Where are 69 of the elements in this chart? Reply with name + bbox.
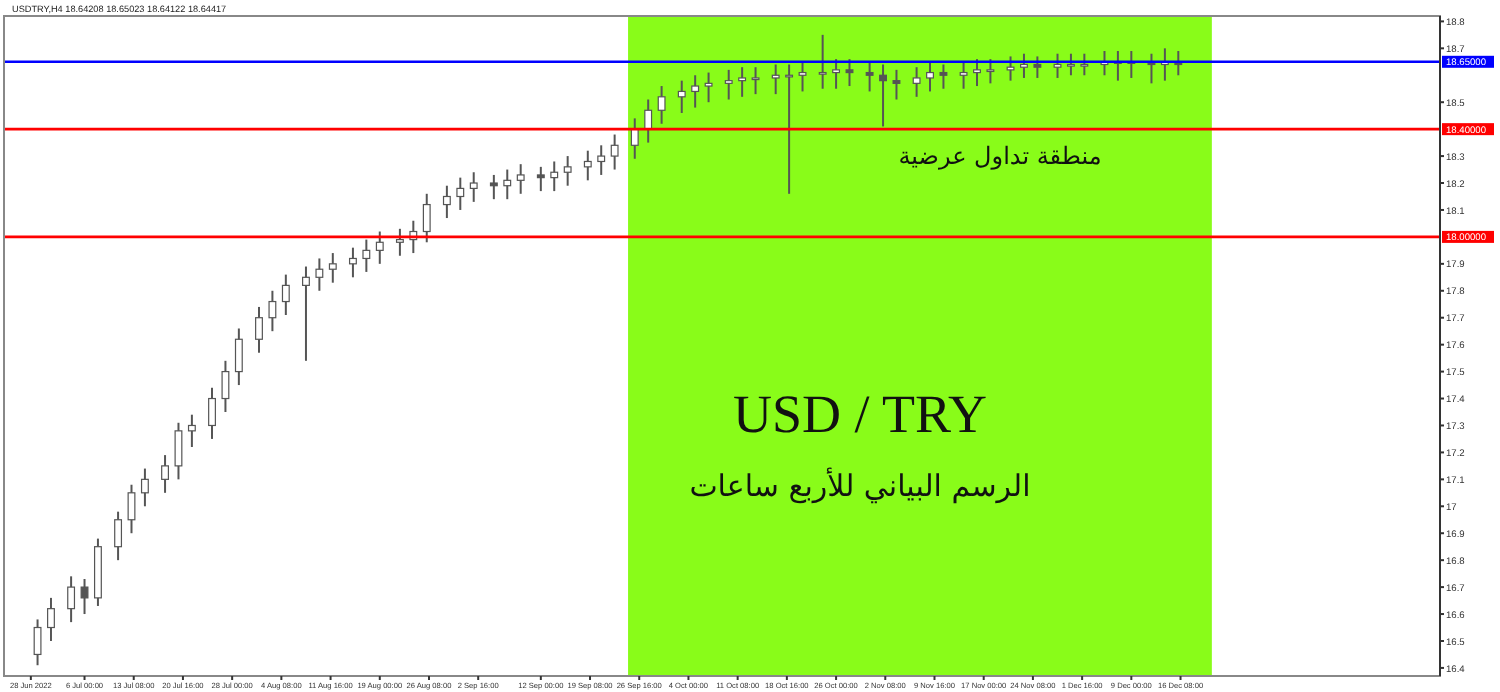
candlestick xyxy=(67,575,76,624)
candlestick xyxy=(187,413,196,449)
candlestick xyxy=(442,184,451,220)
candlestick xyxy=(892,68,901,101)
text: USD / TRY xyxy=(732,384,988,444)
text: الرسم البياني للأربع ساعات xyxy=(689,466,1031,504)
candlestick xyxy=(536,165,545,193)
candlestick xyxy=(503,168,512,201)
candlestick xyxy=(47,596,55,642)
candlestick xyxy=(986,58,995,85)
candlestick xyxy=(174,421,183,481)
candlestick xyxy=(879,63,887,128)
candlestick xyxy=(751,66,760,96)
candlestick xyxy=(865,60,874,93)
annotation: منطقة تداول عرضية xyxy=(898,142,1102,170)
candlestick xyxy=(127,483,136,535)
candlestick xyxy=(785,63,794,195)
candlestick xyxy=(516,163,525,195)
candlestick xyxy=(704,71,713,104)
candlestick xyxy=(1006,55,1015,82)
candlestick xyxy=(362,238,371,273)
candlestick xyxy=(738,66,747,98)
candlestick xyxy=(469,171,478,203)
candlestick xyxy=(281,273,290,317)
candlestick xyxy=(610,133,619,171)
candlestick xyxy=(33,618,42,667)
candlestick xyxy=(315,257,324,292)
candlestick xyxy=(1020,52,1028,79)
candlestick xyxy=(1080,52,1089,77)
candlestick xyxy=(563,155,572,187)
candlestick xyxy=(302,265,310,362)
candlestick xyxy=(140,467,149,508)
candlestick xyxy=(395,227,404,257)
candlestick xyxy=(255,305,263,354)
candlestick xyxy=(328,252,337,284)
candlestick xyxy=(630,117,639,160)
candlestick xyxy=(456,176,465,211)
candlestick xyxy=(691,74,700,109)
candlestick xyxy=(798,60,807,93)
candlestick xyxy=(1053,52,1062,79)
candlestick xyxy=(161,454,169,494)
candlestick xyxy=(221,359,230,413)
candlestick xyxy=(583,149,592,182)
candlestick xyxy=(644,98,653,144)
candlestick xyxy=(926,60,934,93)
candlestick xyxy=(771,63,780,96)
candlestick xyxy=(845,58,854,88)
candlestick xyxy=(973,58,981,88)
candlestick xyxy=(597,144,606,176)
candlestick xyxy=(348,246,357,279)
candlestick xyxy=(724,68,733,101)
candlestick xyxy=(1066,52,1075,77)
candlestick xyxy=(959,60,968,90)
candlestick xyxy=(422,192,431,244)
candlestick xyxy=(234,327,243,387)
candlestick xyxy=(375,230,384,265)
candlestick xyxy=(832,58,841,90)
candlestick xyxy=(208,386,216,440)
candlestick xyxy=(657,85,666,125)
candlestick xyxy=(1033,55,1042,79)
candlestick xyxy=(114,510,123,562)
candlestick xyxy=(818,33,827,90)
candlestick xyxy=(912,66,921,98)
candlestick xyxy=(677,79,686,114)
candlestick xyxy=(80,578,89,616)
candlestick xyxy=(268,289,277,333)
candlestick xyxy=(550,160,559,193)
candlestick xyxy=(939,63,948,90)
candlestick xyxy=(489,173,498,201)
